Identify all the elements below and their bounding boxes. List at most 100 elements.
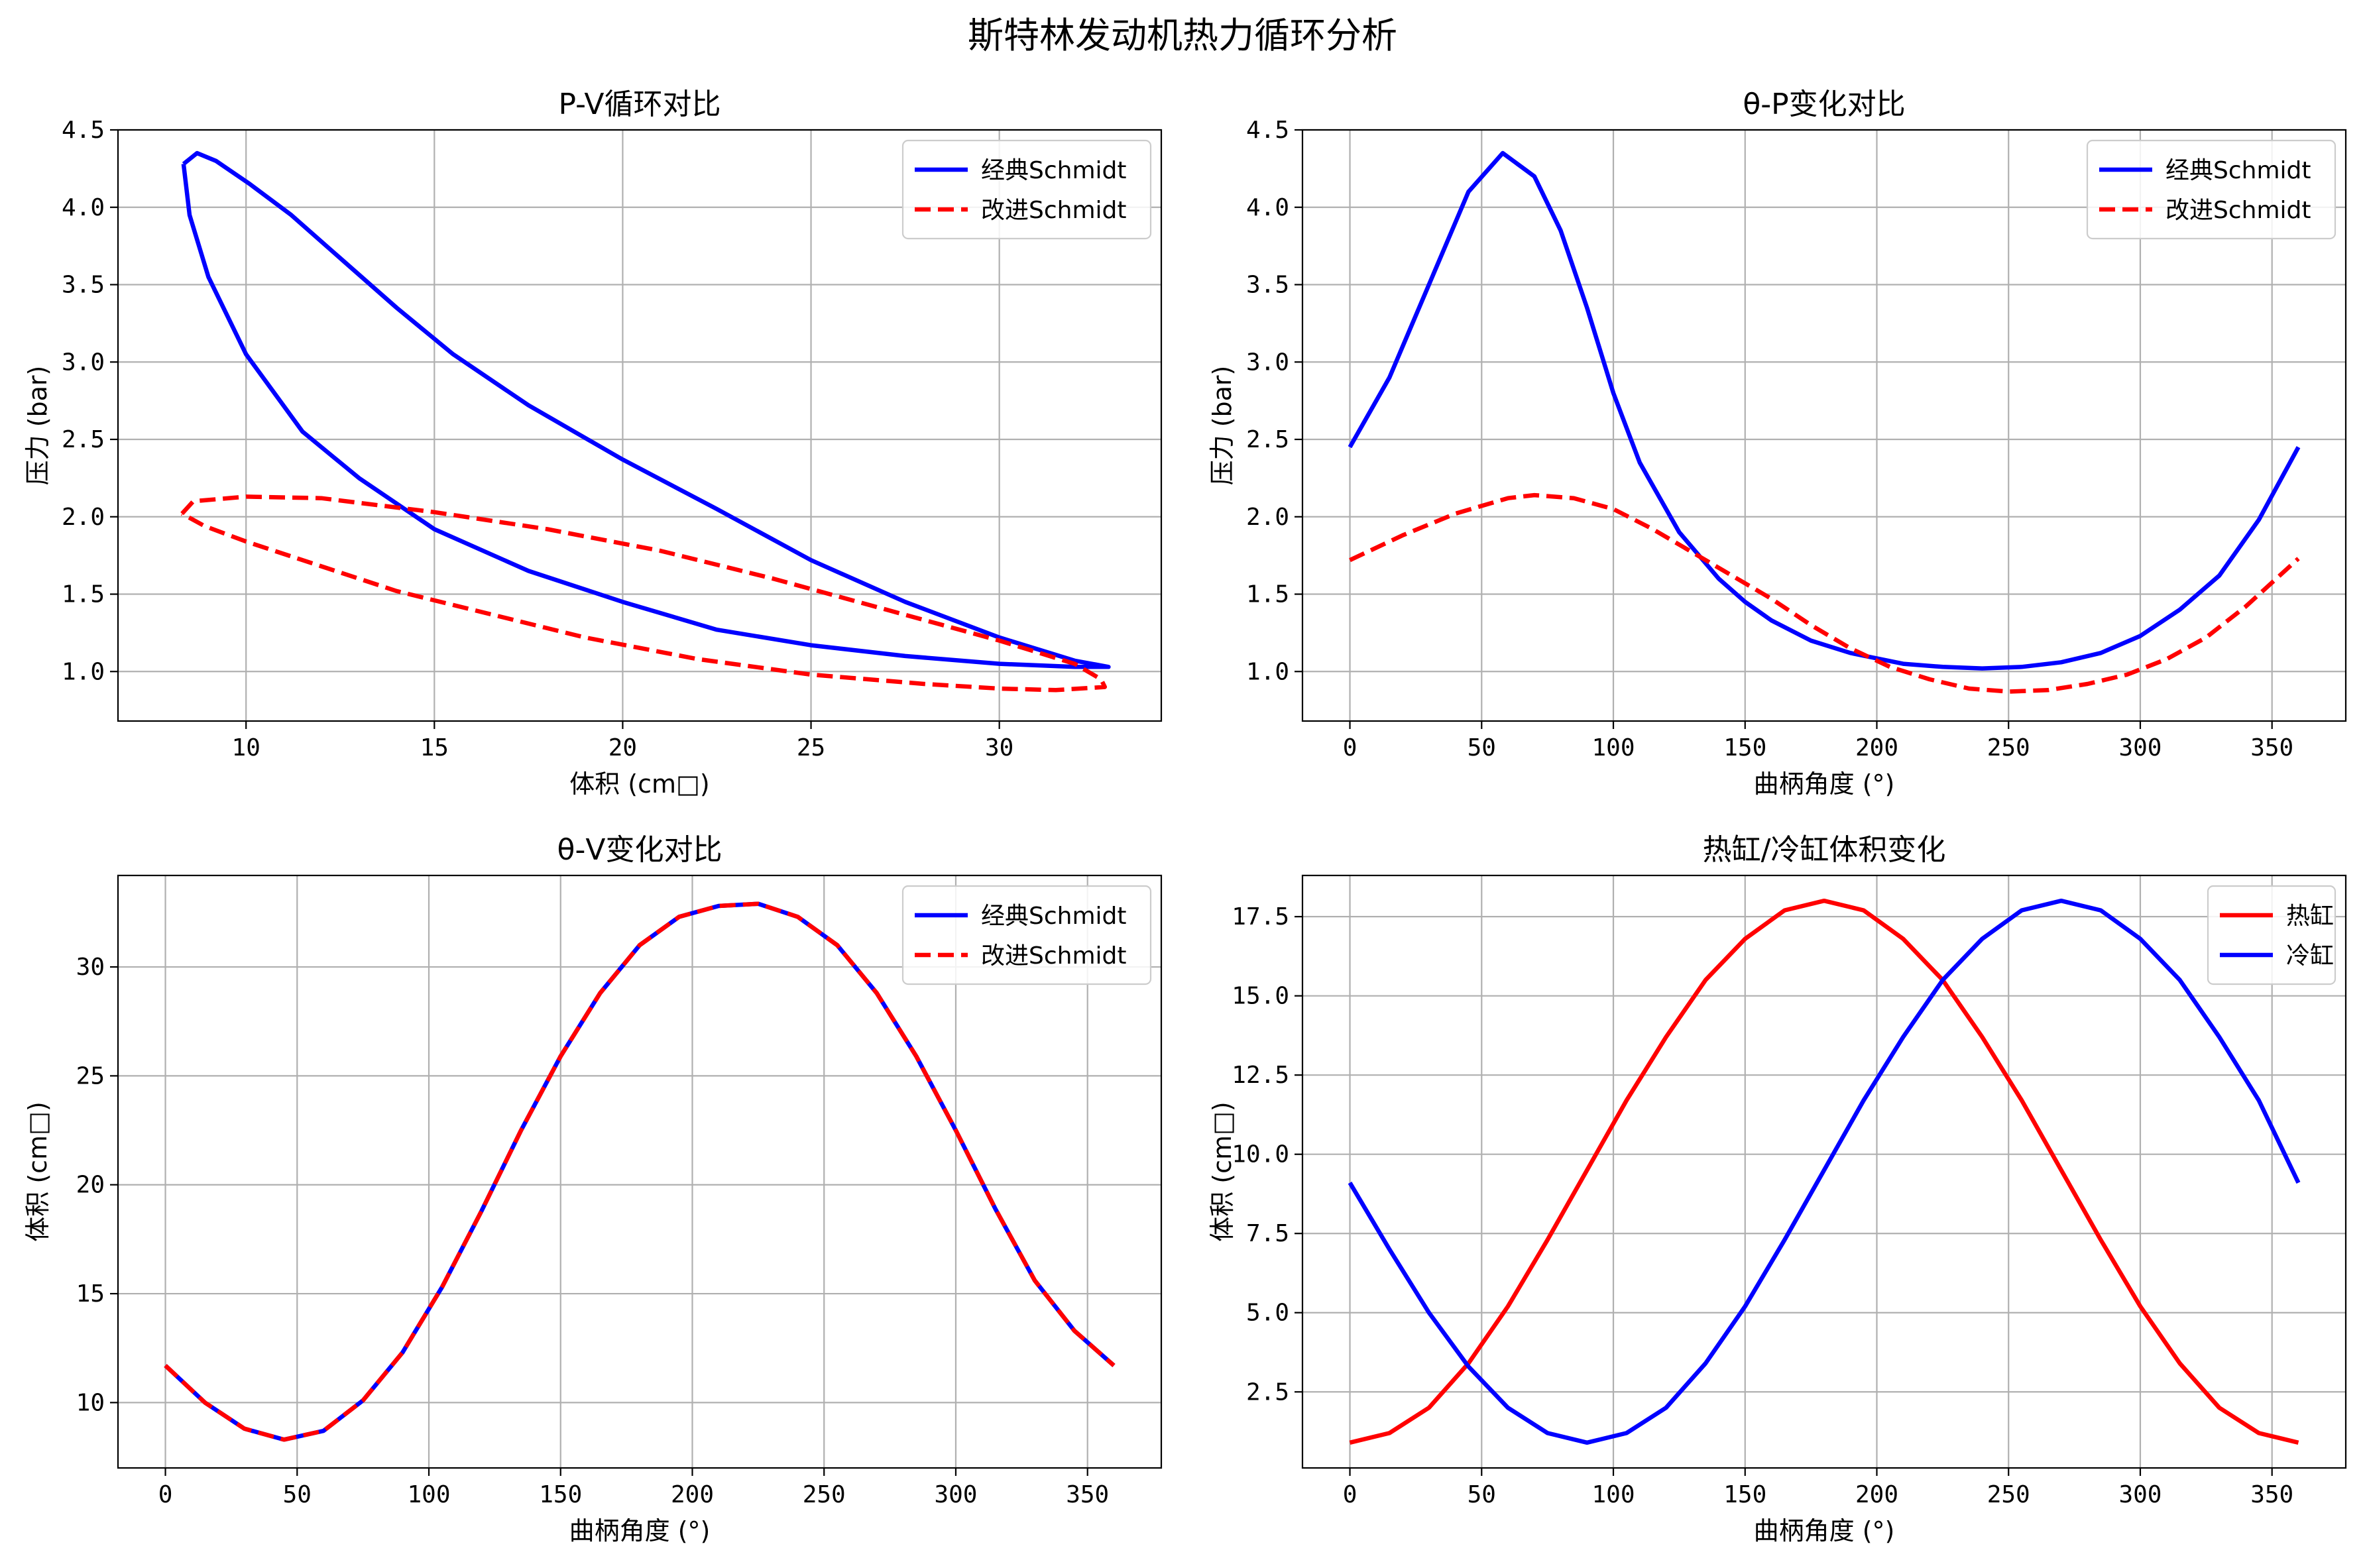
y-tick-label: 17.5 — [1232, 903, 1289, 930]
x-tick-label: 200 — [1855, 1481, 1898, 1508]
series-line-tp-0 — [1348, 150, 2301, 671]
x-tick-label: 20 — [608, 734, 637, 761]
legend: 经典Schmidt 改进Schmidt — [2086, 139, 2336, 240]
x-tick-label: 150 — [1723, 1481, 1766, 1508]
y-tick-label: 4.5 — [62, 117, 105, 144]
y-tick-label: 30 — [76, 954, 105, 981]
series-group — [1348, 898, 2301, 1445]
y-axis-label: 压力 (bar) — [23, 366, 52, 486]
legend-label: 冷缸 — [2286, 942, 2334, 970]
subplot-hc: 0 50 100 150 200 250 300 350 2.5 5.0 7.5 10.0 12.5 15… — [1208, 833, 2347, 1545]
subplot-tv: 0 50 100 150 200 250 300 350 10 15 20 25 30 θ-V变化对比曲柄… — [23, 833, 1163, 1545]
y-tick-label: 3.5 — [1246, 272, 1289, 299]
y-tick-label: 1.5 — [1246, 581, 1289, 608]
y-tick-label: 1.0 — [62, 658, 105, 685]
series-line-pv-0 — [181, 150, 1111, 669]
y-tick-label: 2.5 — [1246, 1378, 1289, 1406]
series-group — [1348, 150, 2301, 694]
y-tick-label: 5.0 — [1246, 1300, 1289, 1327]
x-tick-label: 300 — [2118, 1481, 2162, 1508]
legend-label: 改进Schmidt — [2165, 197, 2311, 224]
x-tick-label: 0 — [1343, 1481, 1357, 1508]
legend-box — [901, 139, 1152, 240]
figure-suptitle: 斯特林发动机热力循环分析 — [968, 15, 1397, 56]
x-tick-label: 15 — [420, 734, 449, 761]
x-tick-label: 300 — [934, 1481, 977, 1508]
legend: 经典Schmidt 改进Schmidt — [901, 139, 1152, 240]
series-line-hc-0 — [1349, 898, 2299, 1445]
x-axis-label: 曲柄角度 (°) — [1754, 1516, 1895, 1545]
y-tick-label: 15.0 — [1232, 983, 1289, 1010]
x-tick-label: 50 — [283, 1481, 312, 1508]
x-tick-label: 10 — [232, 734, 260, 761]
x-tick-label: 25 — [797, 734, 825, 761]
y-tick-label: 3.0 — [1246, 349, 1289, 376]
subplot-pv: 10 15 20 25 30 1.0 1.5 2.0 2.5 3.0 3.5 4.0 4.5 P-V循环对… — [23, 87, 1163, 799]
y-tick-label: 7.5 — [1246, 1220, 1289, 1247]
legend-label: 改进Schmidt — [981, 942, 1127, 970]
subplot-title: θ-V变化对比 — [557, 833, 722, 867]
x-tick-label: 350 — [1066, 1481, 1109, 1508]
legend-label: 改进Schmidt — [981, 197, 1127, 224]
y-tick-label: 2.5 — [1246, 426, 1289, 453]
legend-label: 热缸 — [2286, 903, 2334, 930]
y-tick-label: 1.0 — [1246, 658, 1289, 685]
y-tick-label: 2.0 — [62, 504, 105, 531]
subplot-title: 热缸/冷缸体积变化 — [1703, 833, 1946, 867]
y-tick-label: 4.5 — [1246, 117, 1289, 144]
y-tick-label: 4.0 — [62, 194, 105, 221]
y-tick-label: 12.5 — [1232, 1062, 1289, 1089]
x-tick-label: 350 — [2250, 1481, 2293, 1508]
x-tick-label: 150 — [539, 1481, 582, 1508]
x-tick-label: 250 — [803, 1481, 846, 1508]
y-tick-label: 3.0 — [62, 349, 105, 376]
legend-label: 经典Schmidt — [981, 903, 1127, 930]
subplot-title: θ-P变化对比 — [1743, 87, 1905, 121]
legend-box — [901, 885, 1152, 985]
plot-frame — [1301, 874, 2347, 1469]
x-tick-label: 250 — [1987, 734, 2030, 761]
x-tick-label: 50 — [1468, 1481, 1496, 1508]
x-tick-label: 100 — [1592, 1481, 1635, 1508]
subplot-tp: 0 50 100 150 200 250 300 350 1.0 1.5 2.0 2.5 3.0 3.5 4… — [1208, 87, 2347, 799]
y-tick-label: 2.0 — [1246, 504, 1289, 531]
plot-frame — [1301, 129, 2347, 722]
x-tick-label: 50 — [1468, 734, 1496, 761]
y-axis-label: 体积 (cm□) — [1208, 1101, 1237, 1242]
y-tick-label: 20 — [76, 1172, 105, 1199]
subplot-title: P-V循环对比 — [559, 87, 721, 121]
y-tick-label: 15 — [76, 1280, 105, 1308]
series-line-hc-1 — [1348, 898, 2301, 1445]
series-line-tv-1 — [164, 901, 1116, 1442]
legend-label: 经典Schmidt — [981, 157, 1127, 184]
x-axis-label: 曲柄角度 (°) — [569, 1516, 711, 1545]
x-tick-label: 200 — [671, 1481, 714, 1508]
y-tick-label: 10 — [76, 1389, 105, 1416]
series-line-pv-1 — [180, 494, 1108, 693]
y-tick-label: 10.0 — [1232, 1141, 1289, 1168]
x-tick-label: 100 — [1592, 734, 1635, 761]
legend-label: 经典Schmidt — [2165, 157, 2311, 184]
x-tick-label: 200 — [1855, 734, 1898, 761]
legend-box — [2086, 139, 2336, 240]
plot-frame — [117, 129, 1163, 722]
series-line-tp-1 — [1349, 492, 2300, 694]
x-tick-label: 30 — [985, 734, 1013, 761]
y-axis-label: 体积 (cm□) — [23, 1101, 52, 1242]
y-tick-label: 4.0 — [1246, 194, 1289, 221]
legend-box — [2207, 885, 2336, 985]
x-tick-label: 100 — [408, 1481, 451, 1508]
x-tick-label: 0 — [158, 1481, 173, 1508]
y-tick-label: 25 — [76, 1062, 105, 1090]
series-group — [164, 901, 1116, 1442]
series-group — [180, 150, 1111, 693]
x-tick-label: 300 — [2118, 734, 2162, 761]
subplots: 10 15 20 25 30 1.0 1.5 2.0 2.5 3.0 3.5 4.0 4.5 P-V循环对… — [23, 87, 2347, 1545]
x-axis-label: 曲柄角度 (°) — [1754, 769, 1895, 799]
y-tick-label: 3.5 — [62, 272, 105, 299]
y-tick-label: 2.5 — [62, 426, 105, 453]
plot-frame — [117, 874, 1163, 1469]
x-tick-label: 250 — [1987, 1481, 2030, 1508]
legend: 经典Schmidt 改进Schmidt — [901, 885, 1152, 985]
